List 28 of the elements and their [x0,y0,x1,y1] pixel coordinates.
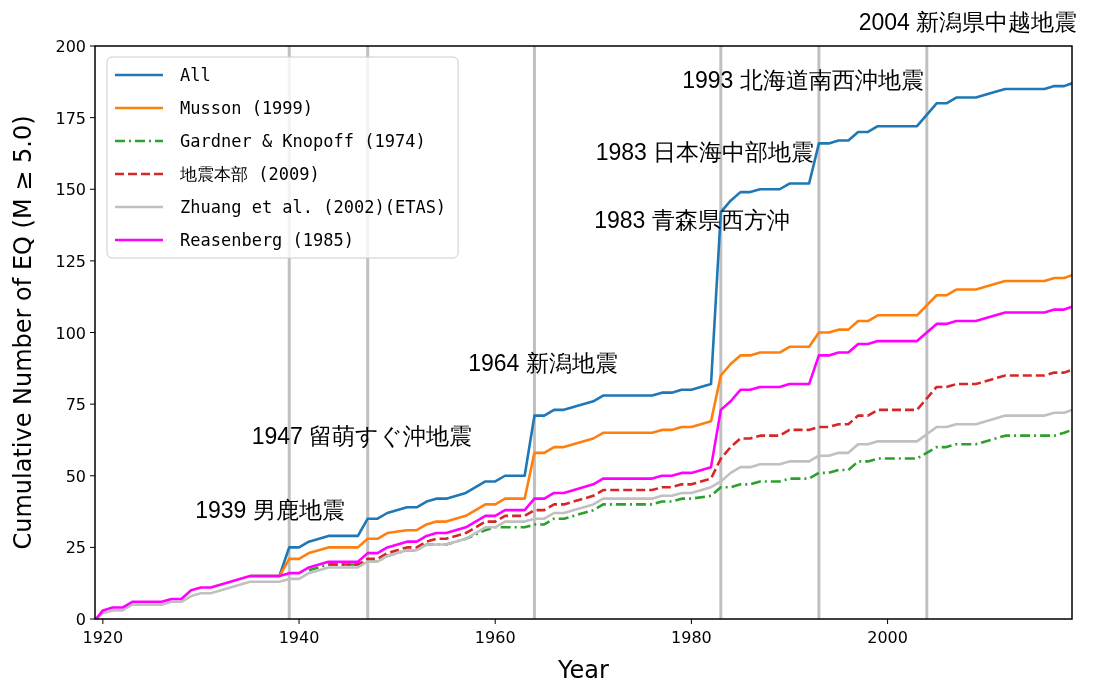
annotation: 1993 北海道南西沖地震 [682,67,924,93]
legend-label: All [180,65,211,85]
y-tick-label: 100 [55,323,86,343]
legend-label: Gardner & Knopoff (1974) [180,131,426,151]
legend-label: Zhuang et al. (2002)(ETAS) [180,197,447,217]
y-axis-title: Cumulative Number of EQ (M ≥ 5.0) [9,115,37,550]
text: 2004 新潟県中越地震 [858,9,1078,35]
legend-label: Reasenberg (1985) [180,230,354,250]
legend-label: 地震本部 (2009) [179,164,320,184]
x-tick-label: 1920 [82,628,124,647]
x-axis-title: Year [557,656,610,684]
annotation: 1964 新潟地震 [468,350,618,376]
y-tick-label: 75 [65,395,86,415]
x-tick-label: 1960 [474,628,516,647]
annotation: 1983 日本海中部地震 [595,139,815,165]
y-tick-label: 175 [55,108,86,128]
x-tick-label: 2000 [867,628,908,647]
y-tick-label: 200 [55,37,86,56]
y-tick-label: 25 [65,538,86,558]
annotation: 1947 留萌すぐ沖地震 [251,423,473,449]
annotation: 1939 男鹿地震 [195,497,345,523]
y-tick-label: 0 [75,610,86,629]
y-tick-label: 50 [65,466,86,486]
x-tick-label: 1980 [671,628,712,647]
y-tick-label: 125 [55,251,86,271]
x-tick-label: 1940 [278,628,320,647]
legend-label: Musson (1999) [180,98,314,118]
y-tick-label: 150 [55,180,86,200]
